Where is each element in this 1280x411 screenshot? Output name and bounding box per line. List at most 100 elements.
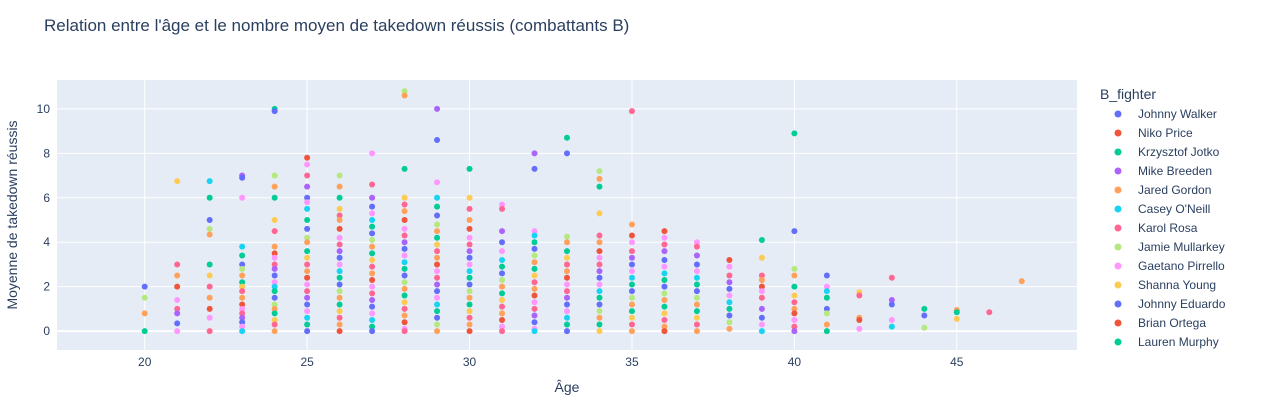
data-point [336,248,343,255]
data-point [596,248,603,255]
data-point [336,288,343,295]
data-point [531,299,538,306]
legend-item-label: Krzysztof Jotko [1138,145,1220,159]
data-point [401,319,408,326]
data-point [661,257,668,263]
data-point [434,301,441,308]
data-point [336,194,343,201]
data-point [206,194,213,201]
data-point [434,254,441,261]
data-point [336,274,343,281]
data-point [271,317,278,323]
data-point [271,250,278,257]
legend-title: B_fighter [1100,86,1156,102]
data-point [823,321,830,328]
data-point [466,165,473,172]
data-point [369,181,376,188]
data-point [531,259,538,266]
data-point [271,328,278,335]
data-point [401,299,408,306]
data-point [336,234,343,241]
data-point [401,259,408,266]
data-point [434,288,441,295]
data-point [628,254,635,261]
data-point [466,234,473,241]
data-point [271,243,278,250]
data-point [141,310,148,317]
data-point [401,252,408,259]
data-point [206,178,213,185]
data-point [401,328,408,335]
data-point [466,288,473,295]
x-tick-labels: 20 25 30 35 40 45 [138,355,964,369]
data-point [304,294,311,301]
data-point [239,194,246,201]
data-point [401,292,408,299]
data-point [791,305,798,312]
data-point [564,239,570,246]
data-point [661,263,668,270]
chart-title: Relation entre l'âge et le nombre moyen … [44,16,629,35]
data-point [239,319,246,326]
data-point [239,288,246,295]
data-point [271,283,278,290]
data-point [726,305,733,312]
data-point [499,228,506,235]
legend-item-label: Jamie Mullarkey [1138,240,1225,254]
y-tick-label: 10 [37,102,51,116]
data-point [401,305,408,312]
data-point [369,270,376,277]
legend[interactable]: B_fighter Johnny Walker Niko Price Krzyszt… [1100,86,1226,349]
data-point [1018,278,1025,285]
data-point [726,312,733,319]
data-point [986,309,993,316]
data-point [758,283,765,290]
data-point [271,305,278,312]
x-tick-label: 20 [138,355,152,369]
data-point [174,283,181,290]
data-point [434,228,441,235]
data-point [401,217,408,223]
data-point [369,230,376,237]
data-point [336,268,343,275]
data-point [271,172,278,179]
data-point [239,261,246,268]
data-point [174,328,181,335]
data-point [304,154,311,161]
data-point [304,194,311,201]
data-point [499,283,506,290]
data-point [434,314,441,321]
data-point [791,299,798,306]
legend-item-label: Jared Gordon [1138,183,1211,197]
data-point [499,323,506,330]
data-point [628,248,635,255]
data-point [596,274,603,281]
y-tick-label: 0 [43,324,50,338]
legend-marker [1114,319,1122,327]
data-point [434,234,441,241]
data-point [693,314,700,321]
x-axis-title: Âge [555,379,580,395]
data-point [401,239,408,246]
y-tick-label: 6 [43,191,50,205]
data-point [661,317,668,323]
data-points [141,88,1025,335]
data-point [434,261,441,268]
data-point [564,308,570,315]
data-point [628,294,635,301]
data-point [628,274,635,281]
data-point [791,272,798,279]
data-point [206,294,213,301]
data-point [693,294,700,301]
data-point [531,239,538,246]
data-point [661,328,668,335]
data-point [596,239,603,246]
data-point [336,261,343,268]
data-point [823,294,830,301]
data-point [239,174,246,181]
data-point [434,274,441,281]
data-point [336,217,343,223]
data-point [434,179,441,186]
data-point [271,272,278,279]
data-point [596,281,603,288]
